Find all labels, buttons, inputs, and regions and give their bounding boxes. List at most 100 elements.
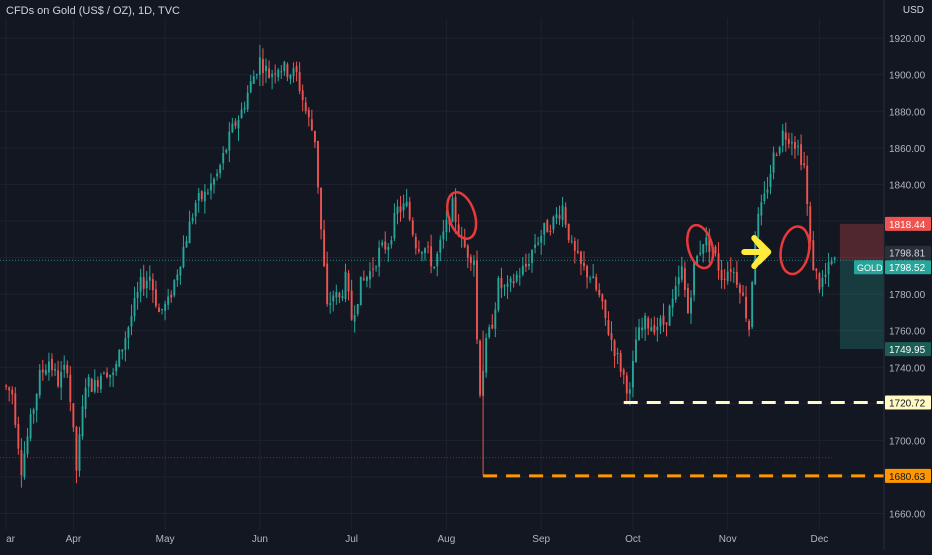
symbol-tag-bg bbox=[854, 260, 883, 275]
yellow-arrow-annotation[interactable] bbox=[741, 235, 772, 270]
candle-body bbox=[576, 250, 579, 253]
candle-body bbox=[179, 266, 182, 276]
candle-body bbox=[420, 252, 423, 254]
price-label-bg bbox=[885, 468, 931, 483]
candle-body bbox=[78, 434, 81, 471]
candle-body bbox=[268, 68, 271, 78]
candle-body bbox=[344, 271, 347, 300]
candle-body bbox=[182, 246, 185, 268]
candle-body bbox=[521, 265, 524, 275]
candle-body bbox=[705, 237, 708, 246]
candle-body bbox=[271, 73, 274, 78]
candle-body bbox=[411, 220, 414, 235]
candle-body bbox=[115, 364, 118, 372]
candle-body bbox=[338, 292, 341, 298]
candle-body bbox=[656, 326, 659, 331]
price-label-bg bbox=[885, 216, 931, 231]
candle-body bbox=[824, 274, 827, 278]
symbol-tag: GOLD bbox=[857, 263, 883, 273]
position-box[interactable] bbox=[839, 223, 884, 350]
candle-body bbox=[341, 296, 344, 299]
candle-body bbox=[38, 370, 41, 396]
price-labels: 1818.44 1798.81 1798.52 1749.95 1720.72 1680.… bbox=[854, 216, 931, 483]
candle-body bbox=[821, 277, 824, 287]
candle-body bbox=[625, 375, 628, 394]
candle-body bbox=[735, 272, 738, 285]
candle-body bbox=[601, 294, 604, 302]
candle-body bbox=[610, 333, 613, 340]
take-profit-zone[interactable] bbox=[839, 260, 884, 350]
candle-body bbox=[778, 147, 781, 154]
candle-body bbox=[295, 66, 298, 72]
candle-body bbox=[797, 145, 799, 147]
candle-body bbox=[11, 389, 14, 395]
candle-body bbox=[433, 266, 436, 268]
candle-body bbox=[589, 278, 592, 280]
candle-body bbox=[320, 187, 322, 230]
candle-body bbox=[66, 364, 69, 374]
candle-body bbox=[54, 369, 56, 371]
candle-body bbox=[497, 278, 500, 310]
stop-loss-zone[interactable] bbox=[839, 223, 884, 261]
candle-body bbox=[353, 314, 356, 322]
chart-title: CFDs on Gold (US$ / OZ), 1D, TVC bbox=[6, 5, 181, 17]
red-circle-annotation[interactable] bbox=[777, 224, 813, 276]
candle-body bbox=[754, 235, 757, 285]
candle-body bbox=[313, 130, 316, 143]
candle-body bbox=[451, 198, 454, 222]
y-tick-label: 1660.00 bbox=[889, 510, 926, 521]
currency-label[interactable]: USD bbox=[902, 5, 924, 16]
candle-body bbox=[255, 74, 258, 76]
candle-body bbox=[812, 240, 815, 271]
candle-body bbox=[378, 247, 381, 267]
candle-body bbox=[197, 192, 200, 201]
candle-body bbox=[680, 266, 683, 280]
candle-body bbox=[277, 69, 280, 78]
candle-body bbox=[206, 192, 209, 194]
y-tick-label: 1880.00 bbox=[889, 107, 926, 118]
candle-body bbox=[81, 406, 84, 437]
candle-body bbox=[35, 394, 38, 411]
candle-body bbox=[289, 75, 292, 80]
candle-body bbox=[619, 353, 622, 372]
candle-body bbox=[210, 183, 212, 191]
reference-lines bbox=[0, 259, 884, 459]
candle-body bbox=[518, 276, 521, 278]
candle-body bbox=[690, 297, 692, 314]
candle-body bbox=[14, 393, 17, 425]
candle-body bbox=[699, 252, 702, 255]
candle-body bbox=[332, 295, 335, 302]
candle-body bbox=[109, 374, 112, 378]
red-circle-annotation[interactable] bbox=[683, 222, 718, 271]
candle-body bbox=[106, 372, 108, 378]
time-axis[interactable]: ar Apr May Jun Jul Aug Sep Oct Nov Dec bbox=[6, 534, 828, 545]
candle-body bbox=[830, 260, 833, 264]
candle-body bbox=[359, 276, 362, 306]
candle-body bbox=[136, 291, 139, 299]
candle-body bbox=[748, 320, 751, 330]
candle-body bbox=[503, 285, 506, 287]
y-tick-label: 1900.00 bbox=[889, 71, 926, 82]
candle-body bbox=[604, 299, 607, 319]
candle-body bbox=[769, 173, 772, 188]
candle-body bbox=[564, 207, 567, 225]
red-circle-annotation[interactable] bbox=[442, 189, 482, 243]
price-label-text: 1798.81 bbox=[889, 249, 926, 260]
candle-body bbox=[63, 364, 66, 370]
candle-body bbox=[800, 144, 803, 165]
candle-body bbox=[228, 131, 231, 151]
candle-body bbox=[84, 387, 87, 409]
price-label-text: 1818.44 bbox=[889, 220, 926, 231]
candle-body bbox=[393, 212, 396, 239]
hand-drawn-annotations[interactable] bbox=[442, 189, 813, 277]
candle-body bbox=[246, 92, 249, 110]
candle-body bbox=[515, 274, 518, 282]
candle-body bbox=[815, 268, 818, 272]
candle-body bbox=[26, 436, 29, 454]
candle-body bbox=[32, 409, 35, 414]
candle-body bbox=[151, 279, 154, 291]
candle-body bbox=[607, 320, 610, 335]
